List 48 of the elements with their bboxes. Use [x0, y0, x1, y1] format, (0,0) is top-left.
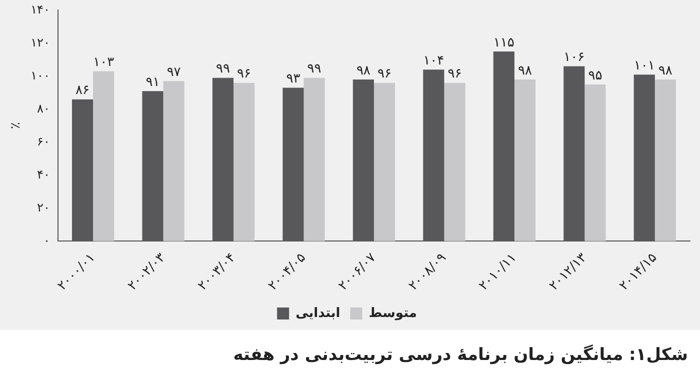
bar — [374, 82, 396, 242]
bar — [163, 81, 184, 242]
y-axis-title: ٪ — [7, 122, 22, 130]
x-tick-label: ۲۰۱۲/۱۳ — [546, 250, 590, 294]
data-label: ۸۶ — [76, 83, 90, 98]
y-tick-label: ۱۰۰ — [30, 68, 50, 82]
data-label: ۹۳ — [286, 72, 300, 87]
data-label: ۱۰۱ — [634, 58, 655, 74]
bar — [584, 84, 606, 242]
bar — [304, 78, 325, 242]
x-tick-label: ۲۰۰۲/۰۳ — [125, 250, 168, 294]
x-tick-label: ۲۰۱۰/۱۱ — [476, 250, 520, 294]
data-label: ۹۵ — [588, 68, 602, 84]
data-label: ۱۰۳ — [93, 55, 114, 70]
data-label: ۹۹ — [216, 62, 230, 77]
x-tick-label: ۲۰۰۰/۰۱ — [54, 250, 98, 294]
data-label: ۹۸ — [518, 63, 532, 78]
data-label: ۱۰۴ — [423, 53, 444, 68]
y-tick-label: ۶۰ — [37, 134, 50, 148]
bar — [93, 71, 114, 242]
y-tick-label: ۴۰ — [37, 167, 50, 182]
data-label: ۱۱۵ — [493, 35, 514, 50]
y-tick-label: ۰ — [43, 233, 50, 248]
data-label: ۹۹ — [307, 62, 322, 77]
data-label: ۹۸ — [356, 63, 370, 78]
y-tick-label: ۲۰ — [37, 200, 50, 214]
data-label: ۹۸ — [658, 63, 672, 78]
legend-label: متوسط — [368, 306, 417, 321]
bar — [234, 82, 255, 242]
y-tick-label: ۱۴۰ — [30, 2, 50, 16]
text: شکل۱: میانگین زمان برنامهٔ درسی تربیت‌بدنی در هفته — [233, 345, 688, 365]
x-tick-label: ۲۰۰۴/۰۵ — [266, 250, 309, 294]
x-tick-label: ۲۰۰۳/۰۴ — [195, 250, 239, 294]
data-label: ۱۰۶ — [564, 50, 585, 66]
bar — [514, 80, 536, 242]
x-tick-label: ۲۰۰۸/۰۹ — [406, 250, 450, 294]
data-label: ۹۶ — [378, 66, 392, 82]
data-label: ۹۶ — [448, 66, 462, 82]
bar — [444, 82, 466, 242]
legend-label: ابتدایی — [296, 306, 340, 321]
y-tick-label: ۱۲۰ — [30, 35, 50, 50]
data-label: ۹۱ — [146, 74, 160, 90]
x-tick-label: ۲۰۰۶/۰۷ — [336, 250, 380, 294]
y-tick-label: ۸۰ — [37, 101, 50, 116]
data-label: ۹۶ — [237, 66, 252, 82]
bar — [654, 80, 676, 242]
data-label: ۹۷ — [166, 65, 181, 80]
x-tick-label: ۲۰۱۴/۱۵ — [616, 250, 660, 294]
